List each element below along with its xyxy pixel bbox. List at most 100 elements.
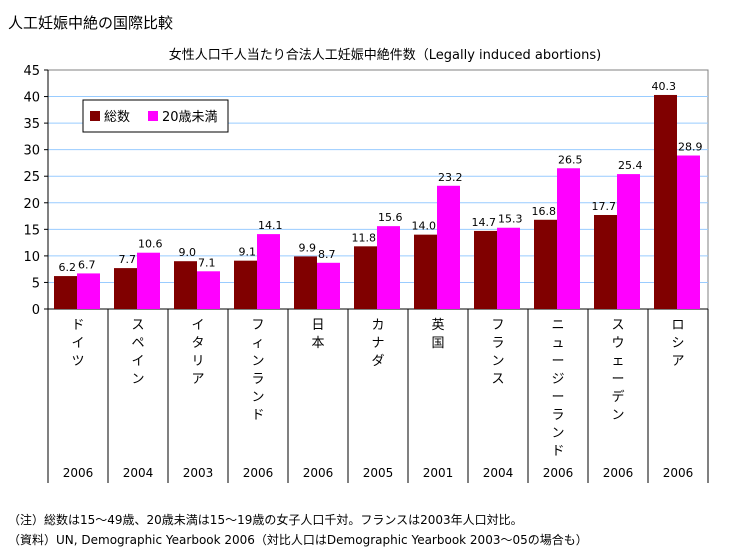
data-label: 14.0 (412, 220, 437, 233)
year-label: 2005 (363, 466, 394, 480)
data-label: 23.2 (438, 171, 463, 184)
legend-swatch (90, 111, 100, 121)
category-label-char: 英 (431, 318, 444, 333)
data-label: 7.7 (119, 253, 137, 266)
data-label: 17.7 (592, 200, 617, 213)
category-label-char: ロ (671, 318, 684, 333)
category-label-char: カ (371, 318, 384, 333)
category-label-char: ラ (551, 408, 564, 423)
category-label-char: イ (71, 336, 84, 351)
category-label-char: フ (491, 318, 504, 333)
category-label-char: ア (671, 354, 684, 369)
data-label: 25.4 (618, 159, 643, 172)
category-label-char: デ (611, 389, 624, 405)
bar-under20 (617, 174, 640, 309)
bar-under20 (497, 227, 520, 309)
category-label-char: イ (131, 354, 144, 369)
y-tick-label: 45 (23, 64, 40, 79)
category-label-char: イ (191, 318, 204, 333)
category-label-char: リ (191, 354, 204, 369)
y-tick-label: 10 (23, 250, 40, 265)
bar-under20 (197, 271, 220, 309)
category-label-char: ダ (371, 354, 384, 369)
data-label: 9.0 (179, 246, 197, 259)
data-label: 16.8 (532, 205, 557, 218)
data-label: 6.2 (59, 261, 77, 274)
source-text: （資料）UN, Demographic Yearbook 2006（対比人口はD… (8, 533, 588, 547)
category-label-char: ペ (131, 336, 144, 351)
bar-total (414, 234, 437, 309)
legend-label: 20歳未満 (162, 110, 218, 125)
data-label: 15.6 (378, 211, 403, 224)
data-label: 8.7 (318, 248, 336, 261)
legend-swatch (148, 111, 158, 121)
data-label: 14.1 (258, 219, 283, 232)
category-label-char: シ (671, 336, 684, 351)
category-label-char: 日 (311, 318, 324, 333)
page-title: 人工妊娠中絶の国際比較 (8, 14, 174, 32)
category-label-char: ス (131, 318, 144, 333)
category-label-char: ラ (491, 336, 504, 351)
y-tick-label: 40 (23, 91, 40, 106)
year-label: 2004 (123, 466, 154, 480)
category-label-char: ウ (611, 336, 624, 351)
data-label: 26.5 (558, 153, 583, 166)
category-label-char: ン (491, 354, 504, 369)
year-label: 2004 (483, 466, 514, 480)
category-label-char: ー (551, 390, 564, 405)
category-label-char: ー (611, 372, 624, 387)
category-label-char: ェ (611, 354, 624, 369)
category-label-char: ア (191, 372, 204, 387)
category-label-char: ナ (371, 336, 384, 351)
bar-total (234, 260, 257, 309)
category-label-char: フ (251, 318, 264, 333)
bar-total (474, 230, 497, 309)
bar-under20 (137, 252, 160, 309)
category-label-char: ュ (551, 336, 564, 351)
category-label-char: ス (491, 372, 504, 387)
category-label-char: ス (611, 318, 624, 333)
category-label-char: ィ (251, 336, 264, 351)
category-label-char: 本 (311, 336, 324, 351)
bar-total (534, 219, 557, 309)
year-label: 2006 (543, 466, 574, 480)
y-tick-label: 20 (23, 197, 40, 212)
data-label: 9.1 (239, 246, 257, 259)
year-label: 2006 (663, 466, 694, 480)
year-label: 2006 (243, 466, 274, 480)
category-label-char: ニ (551, 318, 564, 333)
bar-total (594, 214, 617, 309)
data-label: 28.9 (678, 141, 703, 154)
category-label-char: ド (551, 444, 564, 459)
y-tick-label: 30 (23, 144, 40, 159)
y-tick-label: 5 (32, 276, 40, 291)
data-label: 15.3 (498, 213, 523, 226)
bar-total (654, 94, 677, 309)
year-label: 2003 (183, 466, 214, 480)
bar-total (174, 261, 197, 309)
category-label-char: ン (611, 408, 624, 423)
y-tick-label: 25 (23, 170, 40, 185)
y-tick-label: 15 (23, 223, 40, 238)
bar-under20 (257, 234, 280, 309)
data-label: 14.7 (472, 216, 497, 229)
bar-total (114, 268, 137, 309)
category-label-char: ツ (71, 354, 84, 369)
data-label: 7.1 (198, 256, 216, 269)
bar-total (54, 276, 77, 309)
bar-under20 (77, 273, 100, 309)
year-label: 2006 (63, 466, 94, 480)
bar-under20 (317, 262, 340, 309)
category-label-char: ン (251, 354, 264, 369)
year-label: 2006 (603, 466, 634, 480)
year-label: 2006 (303, 466, 334, 480)
category-label-char: ド (71, 318, 84, 333)
chart-title: 女性人口千人当たり合法人工妊娠中絶件数（Legally induced abor… (168, 48, 602, 63)
bar-under20 (557, 168, 580, 309)
data-label: 10.6 (138, 238, 163, 251)
bar-total (354, 246, 377, 309)
category-label-char: ン (251, 390, 264, 405)
legend-label: 総数 (104, 110, 130, 125)
data-label: 6.7 (78, 258, 96, 271)
